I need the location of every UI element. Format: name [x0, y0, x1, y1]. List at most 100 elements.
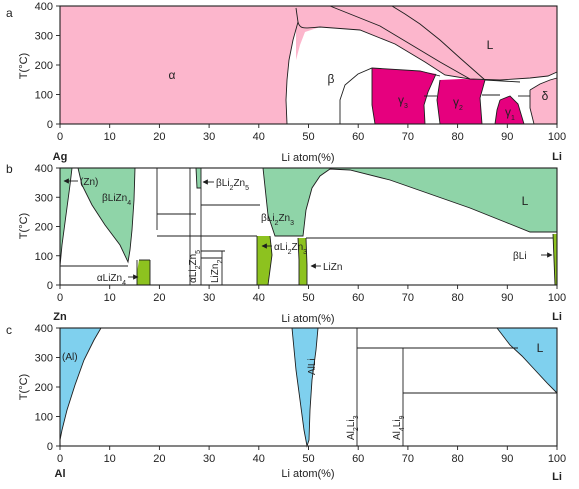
phase-label-alpha: α	[169, 68, 176, 82]
phase-label-alli: AlLi	[307, 358, 318, 375]
panel-b-left-element: Zn	[53, 311, 67, 323]
panel-a-x-axis-label: Li atom(%)	[281, 152, 334, 164]
panel-b-ticks: 0 10 20 30 40 50 60 70 80 90 100 0 100 200 300 400	[35, 163, 567, 304]
x-tick-label: 20	[153, 292, 165, 304]
y-tick-label: 0	[47, 119, 53, 131]
x-tick-label: 60	[352, 292, 364, 304]
beta-li2zn3-region	[263, 168, 557, 236]
y-tick-label: 200	[35, 60, 53, 72]
lizn-region	[298, 238, 307, 285]
panel-a-regions	[60, 6, 557, 124]
phase-label-beta-li: βLi	[513, 251, 527, 262]
x-tick-label: 30	[203, 131, 215, 143]
alpha-lizn4-region	[137, 260, 150, 285]
phase-label-delta: δ	[542, 89, 549, 103]
phase-label-beta-li2zn5: βLi2Zn5	[216, 178, 249, 192]
panel-a-boundaries	[285, 5, 558, 125]
x-tick-label: 70	[402, 292, 414, 304]
panel-c-ticks: 0 10 20 30 40 50 60 70 80 90 100 0 100 200 300 400	[35, 323, 567, 465]
phase-label-liquid-b: L	[522, 194, 529, 208]
y-tick-label: 100	[35, 90, 53, 102]
x-tick-label: 100	[548, 292, 566, 304]
phase-label-beta: β	[328, 72, 335, 86]
x-tick-label: 70	[402, 131, 414, 143]
phase-label-gamma1: γ1	[505, 105, 515, 122]
panel-c-left-element: Al	[55, 468, 66, 480]
panel-c-regions	[60, 328, 557, 446]
x-tick-label: 0	[57, 131, 63, 143]
panel-b-letter: b	[6, 162, 13, 176]
panel-b-x-axis-label: Li atom(%)	[281, 313, 334, 325]
x-tick-label: 70	[402, 453, 414, 465]
alli-region	[292, 328, 318, 446]
phase-label-gamma3: γ3	[398, 93, 408, 110]
panel-a-letter: a	[6, 6, 13, 20]
alpha-li2zn3-region	[257, 236, 272, 285]
panel-b-y-axis-label: T(°C)	[18, 213, 30, 239]
panel-b-regions	[60, 168, 557, 285]
al-solid-solution-region	[60, 328, 101, 440]
liquid-region-a	[296, 6, 557, 80]
x-tick-label: 90	[501, 131, 513, 143]
x-tick-label: 50	[302, 453, 314, 465]
x-tick-label: 80	[451, 292, 463, 304]
x-tick-label: 20	[153, 453, 165, 465]
phase-label-al: (Al)	[62, 352, 78, 363]
panel-b: 0 10 20 30 40 50 60 70 80 90 100 0 100 200 300 400 b T(…	[6, 162, 566, 325]
x-tick-label: 0	[57, 453, 63, 465]
panel-c-x-axis-label: Li atom(%)	[281, 468, 334, 480]
phase-label-gamma2: γ2	[453, 95, 463, 112]
x-tick-label: 80	[451, 453, 463, 465]
x-tick-label: 10	[104, 453, 116, 465]
phase-label-lizn2: LiZn2	[210, 260, 224, 283]
delta-region	[530, 78, 557, 124]
y-tick-label: 100	[35, 412, 53, 424]
x-tick-label: 60	[352, 453, 364, 465]
panel-c: 0 10 20 30 40 50 60 70 80 90 100 0 100 200 300 400 c T(…	[6, 323, 566, 483]
phase-label-alpha-li2zn3: αLi2Zn3	[274, 242, 307, 256]
panel-a-right-element: Li	[552, 151, 562, 163]
alpha-region	[60, 6, 298, 124]
y-tick-label: 400	[35, 163, 53, 175]
x-tick-label: 90	[501, 453, 513, 465]
phase-label-lizn: LiZn	[323, 262, 342, 273]
x-tick-label: 40	[253, 292, 265, 304]
y-tick-label: 300	[35, 353, 53, 365]
panel-a: 0 10 20 30 40 50 60 70 80 90 100 0 100 200 300 400 a T(…	[6, 1, 566, 164]
y-tick-label: 0	[47, 441, 53, 453]
y-tick-label: 200	[35, 382, 53, 394]
x-tick-label: 40	[253, 453, 265, 465]
panel-c-boundaries	[59, 327, 558, 448]
panel-c-right-element: Li	[552, 471, 562, 483]
y-tick-label: 100	[35, 251, 53, 263]
panel-a-y-axis-label: T(°C)	[18, 53, 30, 79]
x-tick-label: 20	[153, 131, 165, 143]
y-tick-label: 200	[35, 222, 53, 234]
x-tick-label: 10	[104, 292, 116, 304]
gamma2-region	[437, 79, 485, 124]
phase-label-alpha-li2zn5: αLi2Zn5	[188, 250, 202, 283]
beta-li-sliver	[553, 234, 557, 285]
x-tick-label: 60	[352, 131, 364, 143]
phase-label-liquid-a: L	[487, 38, 494, 52]
gamma3-region	[372, 68, 436, 124]
panel-a-left-element: Ag	[53, 151, 68, 163]
panel-b-right-element: Li	[552, 311, 562, 323]
beta-lizn4-region	[78, 168, 135, 262]
panel-b-boundaries	[59, 167, 557, 286]
phase-label-beta-lizn4: βLiZn4	[102, 193, 131, 207]
phase-label-al4li9: Al4Li9	[392, 415, 406, 440]
panel-c-letter: c	[6, 323, 12, 337]
y-tick-label: 400	[35, 1, 53, 13]
x-tick-label: 90	[501, 292, 513, 304]
phase-label-liquid-c: L	[537, 341, 544, 355]
y-tick-label: 300	[35, 31, 53, 43]
panel-a-ticks: 0 10 20 30 40 50 60 70 80 90 100 0 100 200 300 400	[35, 1, 567, 143]
x-tick-label: 10	[104, 131, 116, 143]
y-tick-label: 400	[35, 323, 53, 335]
phase-label-zn: (Zn)	[80, 177, 98, 188]
beta-li2zn5-sliver	[196, 168, 201, 188]
y-tick-label: 0	[47, 280, 53, 292]
x-tick-label: 40	[253, 131, 265, 143]
